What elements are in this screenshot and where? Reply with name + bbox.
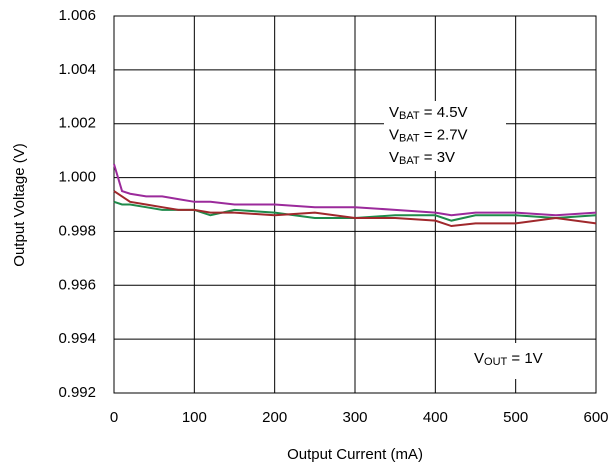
y-tick-label: 1.000 [58, 169, 96, 186]
legend-entry: VBAT = 3V [389, 149, 455, 167]
y-tick-label: 1.004 [58, 61, 96, 78]
legend-box [384, 101, 506, 171]
x-axis-label: Output Current (mA) [287, 446, 423, 463]
legend-entry: VBAT = 2.7V [389, 126, 468, 144]
y-axis-label: Output Voltage (V) [11, 143, 28, 266]
x-tick-label: 100 [182, 409, 207, 426]
y-tick-label: 0.998 [58, 222, 96, 239]
y-tick-label: 0.996 [58, 276, 96, 293]
y-tick-label: 1.006 [58, 7, 96, 24]
y-tick-label: 0.994 [58, 330, 96, 347]
legend-entry: VBAT = 4.5V [389, 104, 468, 122]
series-line [113, 200, 597, 222]
x-tick-label: 600 [583, 409, 608, 426]
plot-frame [113, 15, 597, 394]
annotation-box [470, 343, 590, 379]
x-tick-label: 400 [423, 409, 448, 426]
y-tick-label: 1.002 [58, 115, 96, 132]
series-line [113, 190, 597, 228]
x-tick-label: 500 [503, 409, 528, 426]
x-tick-label: 200 [262, 409, 287, 426]
x-tick-label: 300 [342, 409, 367, 426]
annotation: VOUT = 1V [474, 350, 543, 368]
x-tick-label: 0 [110, 409, 118, 426]
series-line [113, 163, 597, 217]
y-tick-label: 0.992 [58, 384, 96, 401]
